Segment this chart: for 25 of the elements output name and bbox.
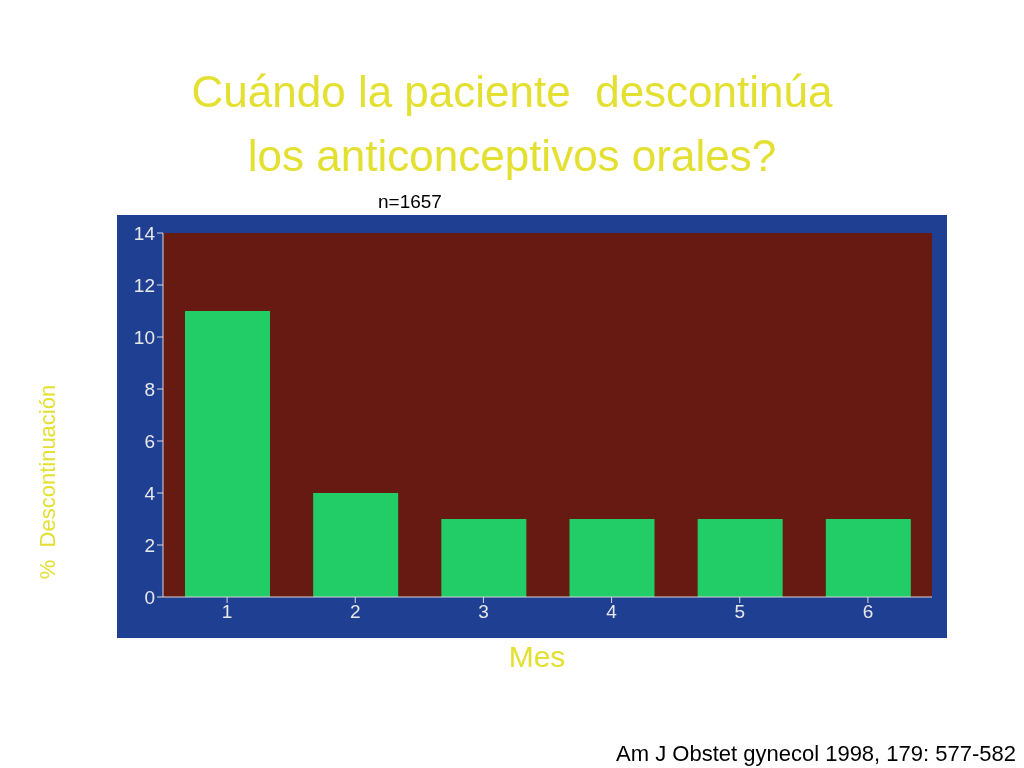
x-tick-label: 1 (221, 601, 233, 623)
text: n=1657 (378, 191, 442, 213)
y-tick-label: 14 (133, 222, 156, 244)
x-axis-title: Mes (507, 640, 567, 674)
x-tick-label: 4 (606, 601, 618, 623)
x-tick-label: 6 (862, 601, 874, 623)
x-tick-label: 3 (478, 601, 489, 623)
y-tick-label: 12 (133, 274, 155, 296)
x-tick-label: 5 (734, 601, 746, 623)
x-tick-label: 2 (349, 601, 361, 623)
y-tick-label: 6 (144, 430, 155, 452)
bar (185, 311, 270, 597)
y-tick-label: 2 (144, 534, 155, 556)
bar (313, 493, 399, 597)
y-tick-label: 0 (144, 586, 155, 608)
y-tick-label: 4 (144, 482, 156, 504)
bar (441, 519, 527, 597)
bar (569, 519, 655, 597)
bar (697, 519, 783, 597)
text: Am J Obstet gynecol 1998, 179: 577-582 (616, 741, 1016, 767)
chart-title: Cuándo la paciente descontinúa los anticonceptivos orales? (190, 66, 834, 182)
y-tick-label: 10 (133, 326, 155, 348)
y-axis-title: % Descontinuación (35, 383, 61, 582)
y-tick-label: 8 (144, 378, 155, 400)
bar (825, 519, 911, 597)
